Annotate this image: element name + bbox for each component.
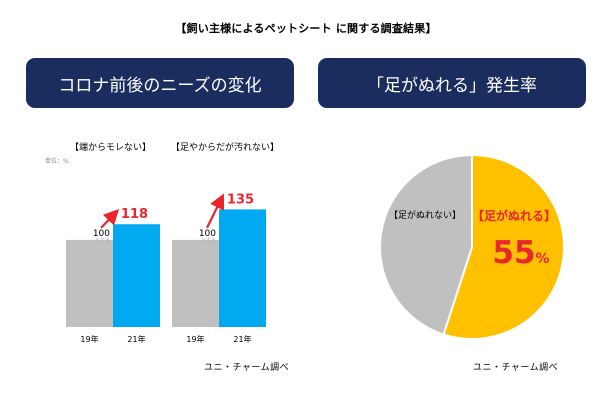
unit-note: 単位：% [45, 157, 69, 165]
pie-slice [379, 153, 473, 336]
pie-slice-label: 【足がぬれる】 [472, 208, 556, 223]
x-tick-label: 21年 [127, 334, 145, 344]
bar [219, 209, 266, 327]
data-sublabel: とする [95, 238, 110, 244]
source-note-right: ユニ・チャーム調べ [473, 363, 559, 373]
pie-value-label: 55% [492, 235, 549, 271]
bar-chart-header-text: コロナ前後のニーズの変化 [58, 75, 262, 96]
x-tick-label: 19年 [186, 334, 204, 344]
data-label: 100 [199, 229, 216, 239]
x-tick-label: 19年 [80, 334, 98, 344]
source-note-left: ユニ・チャーム調べ [204, 363, 290, 373]
increase-arrow [100, 209, 120, 229]
pie-chart: 【足がぬれる】 55% 【足がぬれない】 [379, 153, 565, 340]
pie-slice-label: 【足がぬれない】 [389, 209, 461, 221]
data-label-highlight: 118 [121, 207, 148, 222]
data-sublabel: とする [201, 238, 216, 244]
pie-chart-header: 「足がぬれる」発生率 [318, 58, 586, 108]
page-title: 【飼い主様によるペットシート に関する調査結果】 [175, 22, 437, 35]
bar [66, 239, 113, 327]
data-label: 100 [93, 229, 110, 239]
pie-value-unit: % [536, 251, 550, 267]
bar-chart-header: コロナ前後のニーズの変化 [26, 58, 294, 108]
pie-chart-header-text: 「足がぬれる」発生率 [367, 75, 537, 96]
bar [113, 224, 160, 327]
bar [172, 239, 219, 327]
bar-group-label: 【端からモレない】 [70, 141, 151, 153]
bar-group-label: 【足やからだが汚れない】 [171, 141, 279, 153]
increase-arrow [206, 193, 225, 229]
pie-value-number: 55 [492, 235, 535, 271]
pie-slice [442, 153, 565, 340]
x-tick-label: 21年 [233, 334, 251, 344]
data-label-highlight: 135 [227, 192, 254, 207]
bar-chart: 単位：%【端からモレない】19年 21年100とする118【足やからだが汚れない】… [45, 141, 279, 344]
